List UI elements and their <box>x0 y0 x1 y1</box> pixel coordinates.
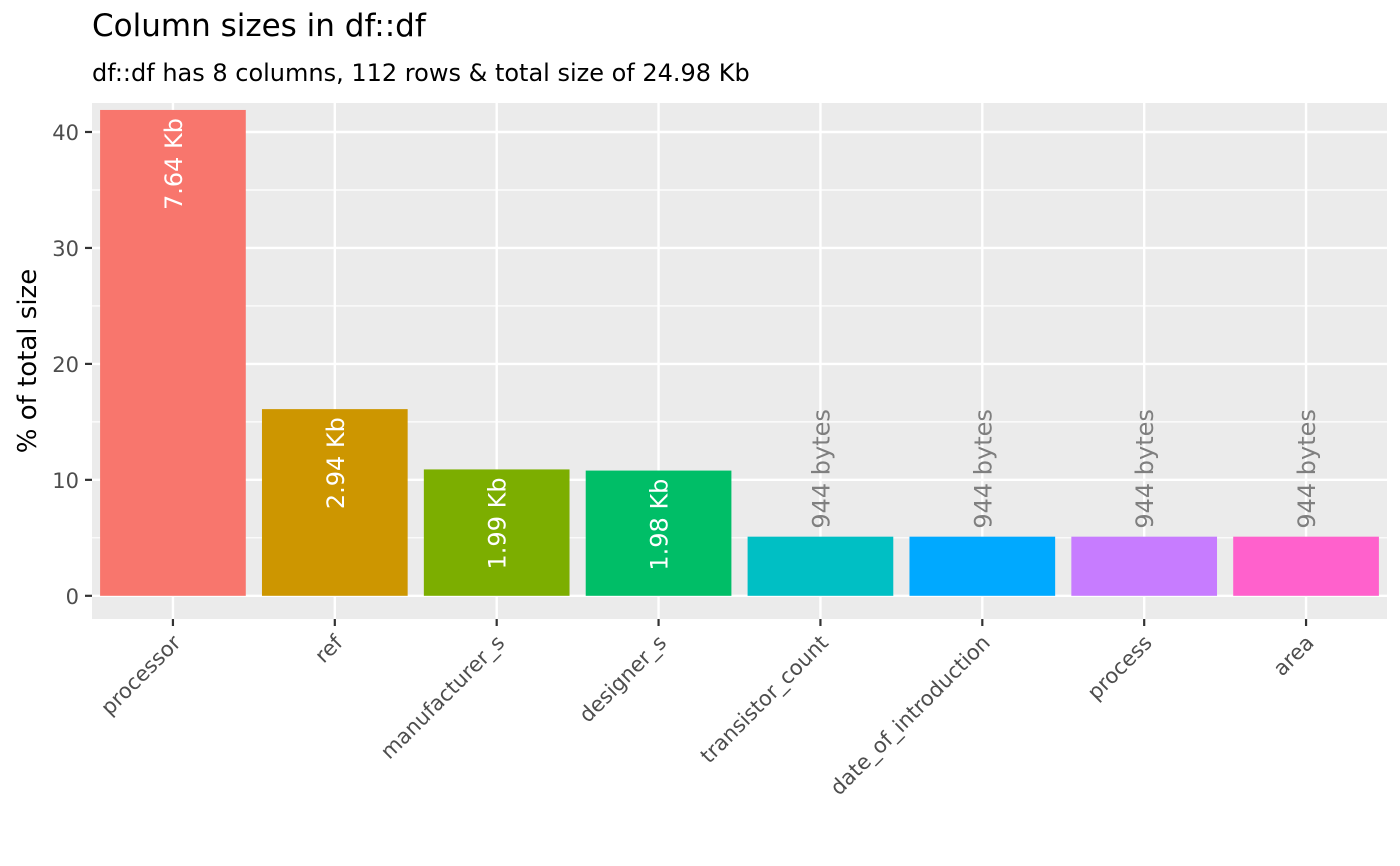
y-axis: 0 10 20 30 40 <box>52 121 92 609</box>
bar-date_of_introduction <box>909 536 1056 596</box>
chart-subtitle: df::df has 8 columns, 112 rows & total s… <box>92 59 750 87</box>
bar-label-designer_s: 1.98 Kb <box>646 479 674 571</box>
bar-label-ref: 2.94 Kb <box>322 417 350 509</box>
bar-ref <box>261 409 408 596</box>
y-tick-label: 0 <box>66 585 79 609</box>
chart-title: Column sizes in df::df <box>92 8 426 44</box>
x-tick-label-designer_s: designer_s <box>574 631 671 728</box>
y-tick-label: 20 <box>52 353 79 377</box>
bar-label-transistor_count: 944 bytes <box>807 409 835 529</box>
bar-label-manufacturer_s: 1.99 Kb <box>484 477 512 569</box>
bar-value-labels: 7.64 Kb 2.94 Kb 1.99 Kb 1.98 Kb 944 bytes 944… <box>160 118 1321 571</box>
bars <box>100 109 1379 596</box>
x-tick-label-date_of_introduction: date_of_introduction <box>826 631 996 801</box>
x-tick-label-processor: processor <box>96 630 185 719</box>
bar-area <box>1233 536 1379 596</box>
bar-label-processor: 7.64 Kb <box>160 118 188 210</box>
x-tick-label-area: area <box>1269 631 1319 681</box>
x-tick-label-manufacturer_s: manufacturer_s <box>376 631 510 765</box>
bar-manufacturer_s <box>423 469 570 596</box>
x-tick-label-ref: ref <box>310 630 348 668</box>
bar-processor <box>100 109 246 596</box>
bar-process <box>1071 536 1218 596</box>
x-tick-label-process: process <box>1083 631 1157 705</box>
bar-label-area: 944 bytes <box>1293 409 1321 529</box>
y-tick-label: 10 <box>52 469 79 493</box>
x-tick-label-transistor_count: transistor_count <box>696 631 834 769</box>
bar-designer_s <box>585 470 732 596</box>
bar-label-process: 944 bytes <box>1131 409 1159 529</box>
bar-transistor_count <box>747 536 894 596</box>
y-axis-title: % of total size <box>13 269 43 453</box>
bar-label-date_of_introduction: 944 bytes <box>969 409 997 529</box>
y-tick-label: 40 <box>52 121 79 145</box>
x-axis: processor ref manufacturer_s designer_s tran… <box>96 619 1319 801</box>
y-tick-label: 30 <box>52 237 79 261</box>
